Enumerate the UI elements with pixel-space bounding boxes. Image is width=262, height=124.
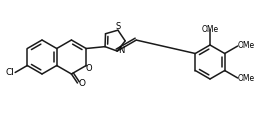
Text: OMe: OMe xyxy=(238,42,255,50)
Text: S: S xyxy=(115,22,121,31)
Text: O: O xyxy=(79,79,86,89)
Text: OMe: OMe xyxy=(201,26,219,34)
Text: N: N xyxy=(118,46,124,55)
Text: OMe: OMe xyxy=(238,74,255,82)
Text: Cl: Cl xyxy=(6,68,15,77)
Text: O: O xyxy=(86,64,92,73)
